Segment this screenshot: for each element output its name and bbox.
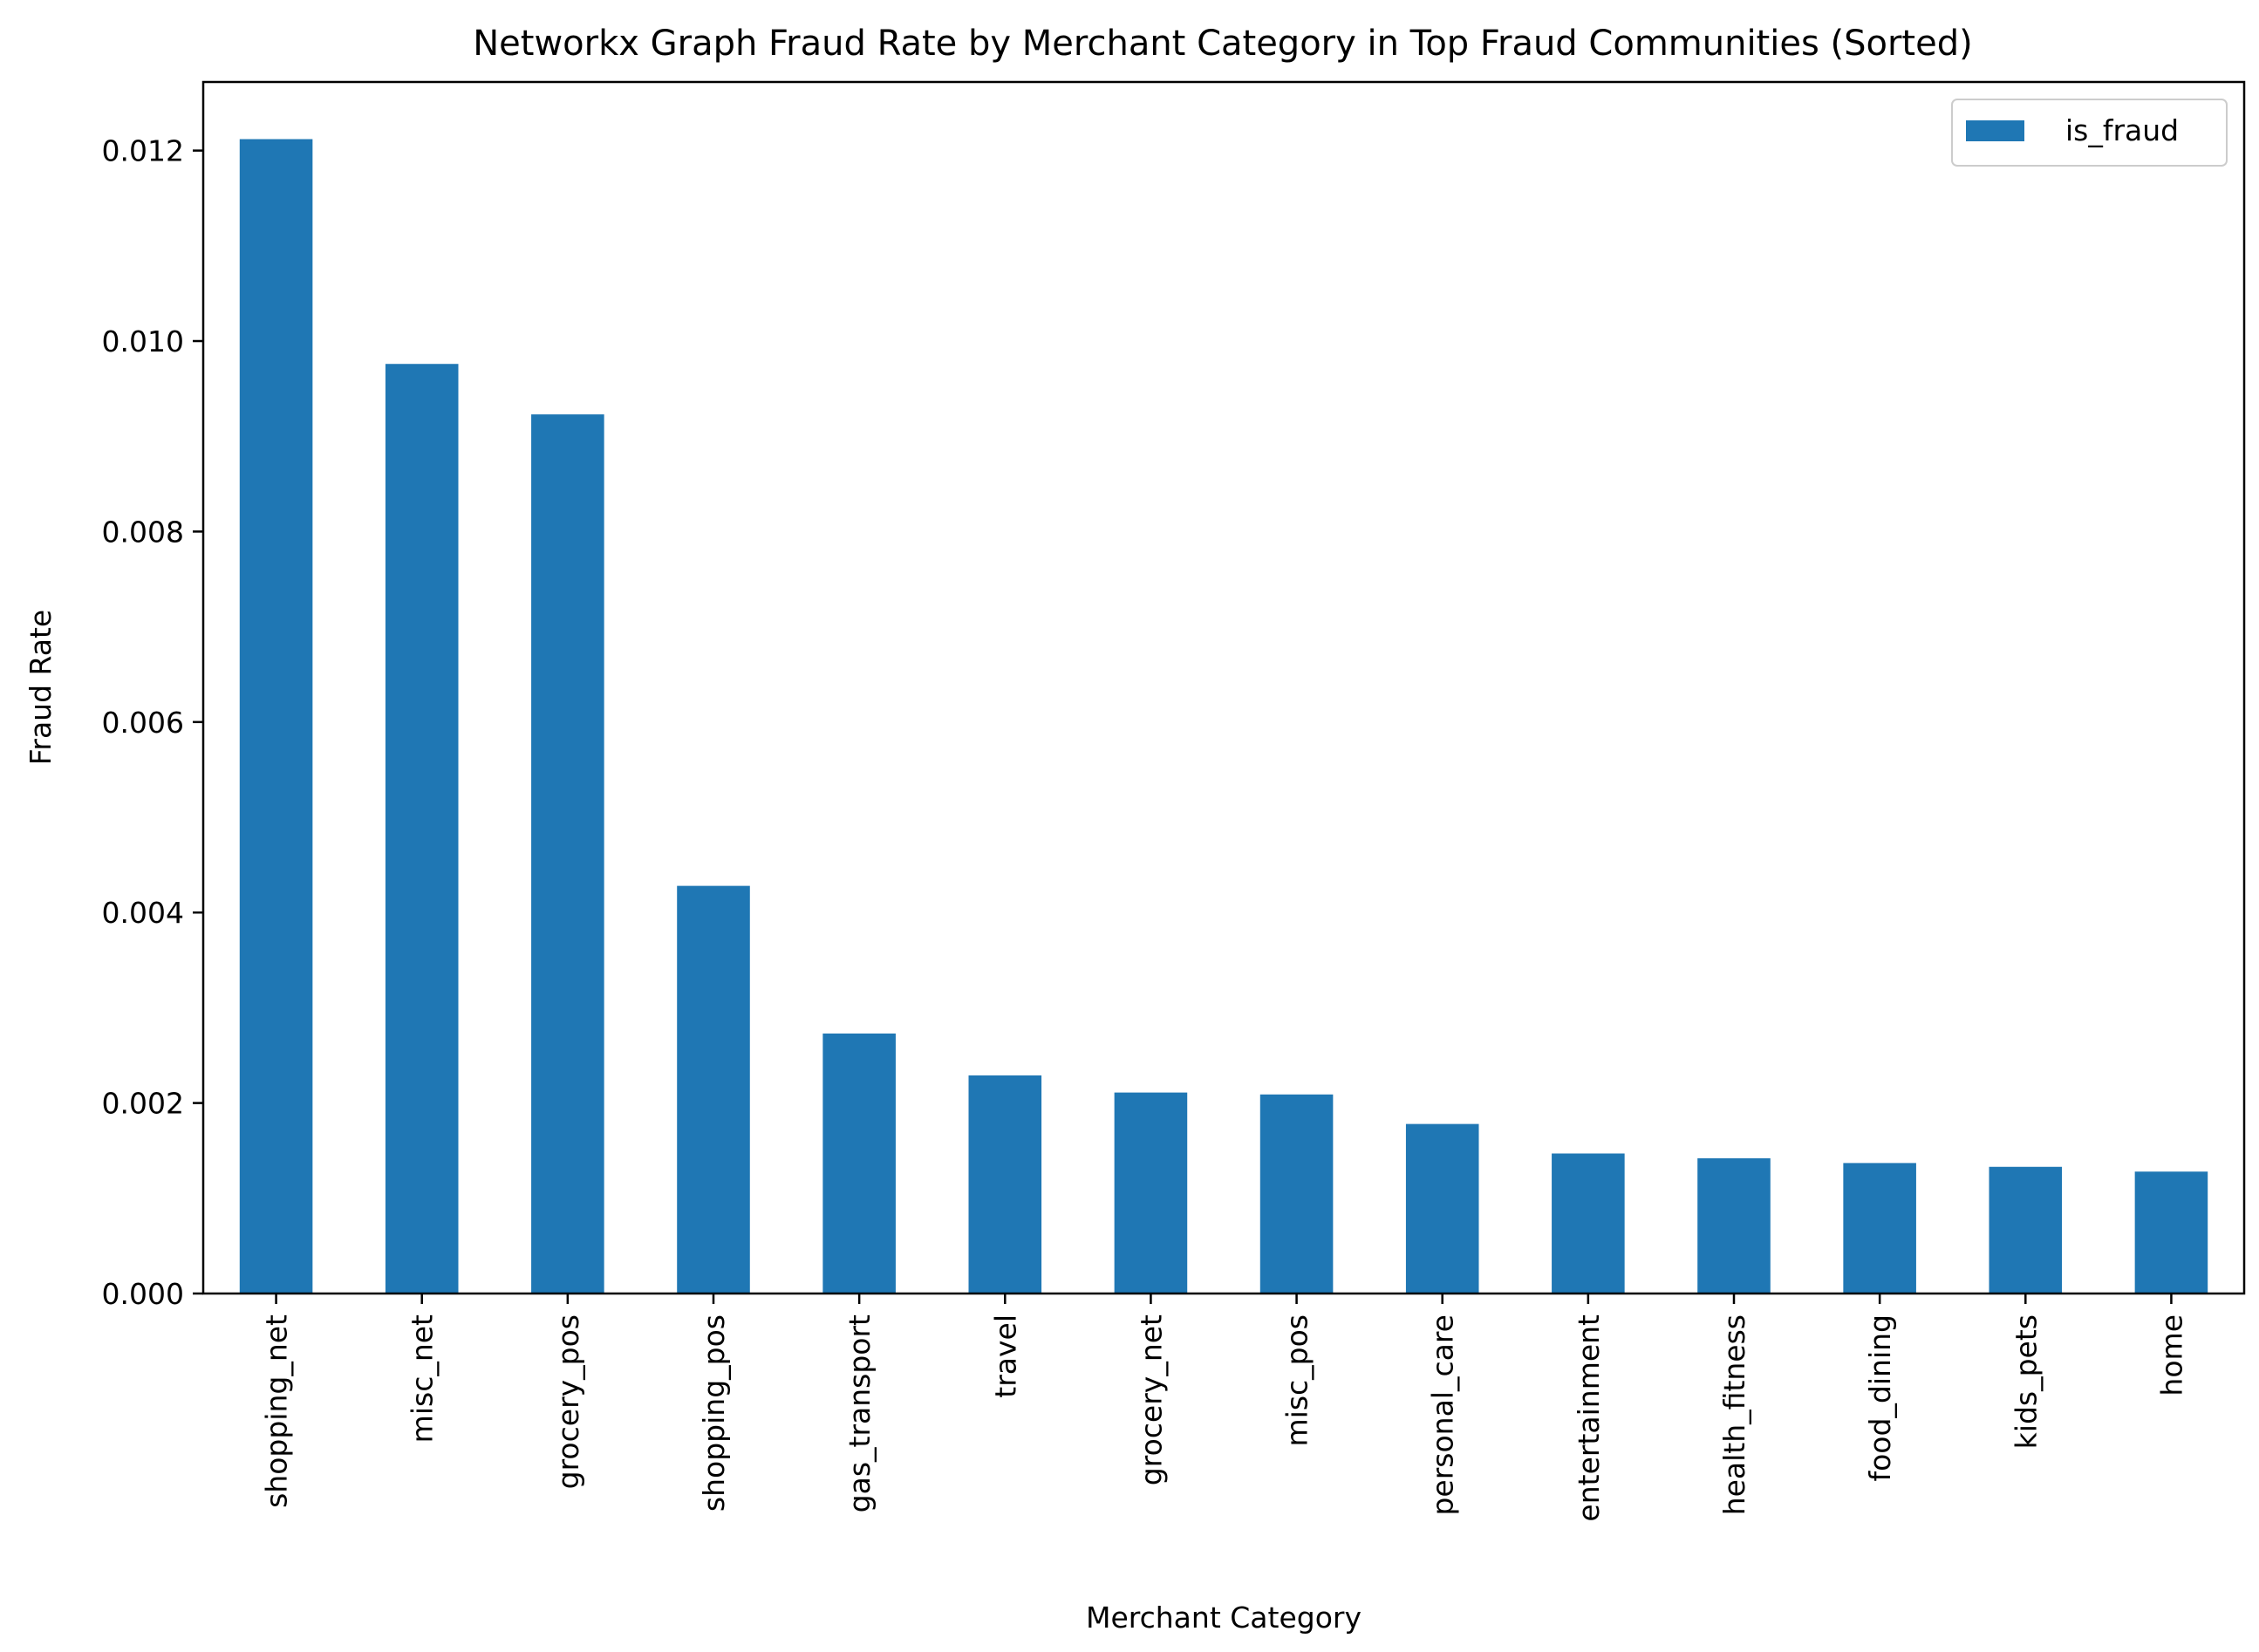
bar-entertainment — [1552, 1153, 1625, 1294]
x-tick-label: shopping_net — [260, 1314, 294, 1508]
x-tick-label: misc_net — [406, 1314, 440, 1443]
x-axis-label: Merchant Category — [1086, 1601, 1362, 1635]
axes-frame — [201, 80, 2246, 1295]
bar-shopping-pos — [677, 885, 750, 1294]
x-tick-label: kids_pets — [2009, 1314, 2043, 1449]
bar-food-dining — [1843, 1163, 1916, 1294]
y-tick-label: 0.006 — [102, 706, 184, 740]
bar-misc-pos — [1259, 1094, 1334, 1294]
x-tick-label: entertainment — [1572, 1314, 1606, 1522]
bar-shopping-net — [239, 139, 313, 1294]
x-tick-label: travel — [988, 1314, 1022, 1398]
x-tick-label: health_fitness — [1717, 1314, 1751, 1515]
bar-grocery-pos — [531, 414, 604, 1294]
legend-frame — [1951, 99, 2228, 167]
legend-label: is_fraud — [2065, 113, 2179, 147]
bar-misc-net — [385, 364, 459, 1294]
x-tick-label: personal_care — [1426, 1314, 1460, 1516]
x-tick-label: food_dining — [1863, 1314, 1897, 1482]
plot-area — [239, 139, 2208, 1294]
bar-home — [2134, 1171, 2208, 1294]
bar-travel — [968, 1075, 1042, 1294]
bar-grocery-net — [1114, 1092, 1188, 1294]
x-tick-label: misc_pos — [1280, 1314, 1314, 1446]
bar-kids-pets — [1989, 1166, 2063, 1294]
bar-gas-transport — [822, 1033, 896, 1294]
y-tick-label: 0.002 — [102, 1087, 184, 1121]
y-tick-label: 0.012 — [102, 134, 184, 168]
x-axis-ticks: shopping_net misc_net grocery_pos shopping_… — [260, 1294, 2188, 1522]
x-tick-label: grocery_pos — [551, 1314, 585, 1489]
x-tick-label: gas_transport — [843, 1314, 877, 1512]
y-tick-label: 0.004 — [102, 896, 184, 930]
x-tick-label: shopping_pos — [697, 1314, 731, 1512]
y-tick-label: 0.010 — [102, 324, 184, 358]
bar-health-fitness — [1697, 1157, 1771, 1294]
y-tick-label: 0.008 — [102, 515, 184, 549]
y-tick-label: 0.000 — [102, 1277, 184, 1311]
x-tick-label: grocery_net — [1134, 1314, 1168, 1485]
chart-title: Networkx Graph Fraud Rate by Merchant Ca… — [473, 24, 1972, 64]
bar-personal-care — [1405, 1123, 1479, 1294]
x-tick-label: home — [2154, 1314, 2188, 1396]
legend-swatch — [1966, 120, 2024, 141]
legend: is_fraud — [1951, 99, 2228, 167]
y-axis-label: Fraud Rate — [24, 610, 58, 765]
y-axis-ticks: 0.000 0.002 0.004 0.006 0.008 0.010 0.012 — [102, 134, 203, 1311]
